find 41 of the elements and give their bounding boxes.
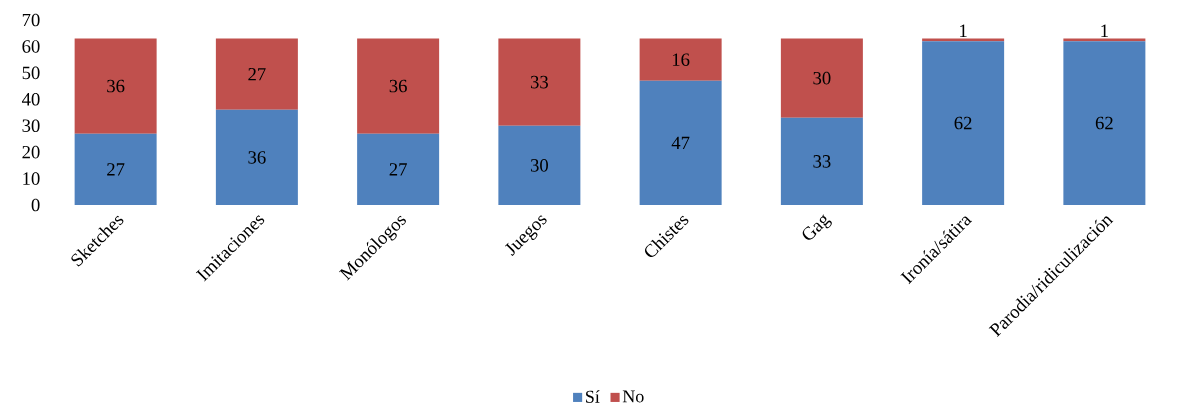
- data-label: 47: [671, 136, 690, 150]
- y-tick-label: 40: [21, 92, 40, 106]
- legend-label: Sí: [586, 390, 600, 403]
- data-label: 36: [107, 79, 125, 93]
- data-label: 30: [530, 159, 548, 172]
- bar: [498, 38, 581, 126]
- data-label: 62: [954, 116, 972, 130]
- y-tick-label: 30: [22, 119, 40, 133]
- y-tick-label: 70: [22, 13, 40, 27]
- y-tick-label: 50: [22, 66, 40, 80]
- data-label: 33: [530, 75, 548, 89]
- bar: [357, 38, 440, 134]
- bar: [1063, 41, 1146, 205]
- y-tick-label: 20: [22, 145, 40, 159]
- bar: [357, 133, 440, 205]
- bar: [215, 38, 298, 110]
- data-label: 30: [813, 71, 831, 85]
- y-tick-label: 10: [23, 172, 40, 185]
- bar: [780, 38, 863, 118]
- bar: [780, 117, 863, 205]
- data-label: 36: [389, 79, 407, 93]
- bar: [215, 109, 298, 205]
- data-label: 1: [960, 24, 967, 37]
- data-label: 27: [248, 68, 266, 81]
- y-tick-label: 0: [31, 198, 40, 212]
- y-tick-label: 60: [22, 40, 40, 53]
- x-tick-label: Gag: [802, 214, 832, 240]
- data-label: 27: [389, 163, 407, 176]
- legend-label: No: [622, 390, 644, 403]
- bar: [639, 38, 722, 81]
- bar: [74, 38, 157, 134]
- data-label: 36: [248, 151, 266, 164]
- data-label: 1: [1101, 24, 1108, 37]
- data-label: 62: [1095, 116, 1113, 130]
- bar: [922, 41, 1005, 205]
- data-label: 16: [672, 53, 690, 66]
- data-label: 27: [107, 163, 125, 176]
- bar: [74, 133, 157, 205]
- bar: [498, 125, 581, 205]
- bar: [639, 80, 722, 205]
- data-label: 33: [813, 155, 831, 168]
